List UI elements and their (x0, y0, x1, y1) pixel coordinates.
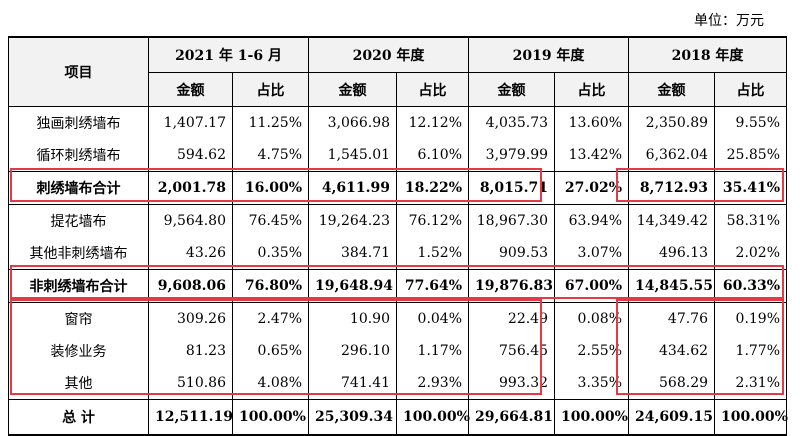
row-label: 窗帘 (8, 302, 149, 335)
amount-cell: 25,309.34 (308, 399, 398, 436)
ratio-cell: 0.04% (396, 302, 470, 335)
ratio-cell: 0.35% (231, 237, 310, 270)
table-row: 总 计 12,511.19 100.00% 25,309.34 100.00% 29,66… (8, 399, 788, 436)
header-row-columns: 金额 占比 金额 占比 金额 占比 金额 占比 (9, 72, 788, 107)
amount-cell: 4,035.73 (468, 106, 556, 139)
header-period: 2018 年度 (628, 36, 788, 73)
row-label: 其他非刺绣墙布 (8, 237, 149, 270)
header-item: 项目 (8, 36, 149, 107)
table-row: 其他非刺绣墙布 43.26 0.35% 384.71 1.52% 909.53 3.07% 4… (8, 237, 788, 270)
ratio-cell: 100.00% (714, 399, 788, 436)
header-ratio: 占比 (554, 72, 630, 107)
highlight-embroidery-subtotal (10, 168, 542, 202)
header-ratio: 占比 (231, 72, 310, 107)
row-label: 总 计 (8, 399, 149, 436)
header-period: 2019 年度 (468, 36, 630, 73)
row-label: 提花墙布 (8, 204, 149, 237)
header-ratio: 占比 (714, 72, 788, 107)
ratio-cell: 12.12% (396, 106, 470, 139)
amount-cell: 14,349.42 (628, 204, 716, 237)
header-period: 2020 年度 (308, 36, 470, 73)
row-label: 循环刺绣墙布 (8, 139, 149, 172)
amount-cell: 9,564.80 (148, 204, 233, 237)
amount-cell: 43.26 (148, 237, 233, 270)
ratio-cell: 76.12% (396, 204, 470, 237)
highlight-other-items-left (10, 299, 542, 395)
highlight-other-items-right (616, 299, 784, 395)
highlight-embroidery-subtotal-2018 (616, 168, 784, 202)
ratio-cell: 6.10% (396, 139, 470, 172)
amount-cell: 18,967.30 (468, 204, 556, 237)
ratio-cell: 2.02% (714, 237, 788, 270)
ratio-cell: 76.45% (231, 204, 310, 237)
amount-cell: 19,264.23 (308, 204, 398, 237)
amount-cell: 594.62 (148, 139, 233, 172)
header-period: 2021 年 1-6 月 (147, 36, 310, 73)
table-row: 提花墙布 9,564.80 76.45% 19,264.23 76.12% 18,967.… (8, 204, 788, 237)
ratio-cell: 100.00% (554, 399, 630, 436)
amount-cell: 3,979.99 (468, 139, 556, 172)
ratio-cell: 35.41% (714, 171, 788, 205)
ratio-cell: 63.94% (554, 204, 630, 237)
amount-cell: 6,362.04 (628, 139, 716, 172)
ratio-cell: 16.00% (231, 171, 310, 205)
row-label: 独画刺绣墙布 (8, 106, 149, 139)
amount-cell: 29,664.81 (468, 399, 556, 436)
ratio-cell: 1.17% (396, 335, 470, 367)
amount-cell: 12,511.19 (148, 399, 233, 436)
ratio-cell: 9.55% (714, 106, 788, 139)
amount-cell: 24,609.15 (628, 399, 716, 436)
ratio-cell: 3.07% (554, 237, 630, 270)
amount-cell: 384.71 (308, 237, 398, 270)
ratio-cell: 58.31% (714, 204, 788, 237)
amount-cell: 909.53 (468, 237, 556, 270)
amount-cell: 4,611.99 (308, 171, 398, 205)
amount-cell: 8,712.93 (628, 171, 716, 205)
amount-cell: 10.90 (308, 302, 398, 335)
ratio-cell: 18.22% (396, 171, 470, 205)
header-amount: 金额 (468, 72, 556, 107)
amount-cell: 2,350.89 (628, 106, 716, 139)
table-row: 独画刺绣墙布 1,407.17 11.25% 3,066.98 12.12% 4,035.… (8, 106, 788, 139)
ratio-cell: 1.77% (714, 335, 788, 367)
ratio-cell: 0.65% (231, 335, 310, 367)
ratio-cell: 2.47% (231, 302, 310, 335)
amount-cell: 434.62 (628, 335, 716, 367)
header-row-periods: 项目 2021 年 1-6 月 2020 年度 2019 年度 2018 年度 (8, 36, 788, 107)
row-label: 装修业务 (8, 335, 149, 367)
highlight-non-embroidery-subtotal (10, 265, 784, 299)
amount-cell: 296.10 (308, 335, 398, 367)
header-ratio: 占比 (396, 72, 470, 107)
ratio-cell: 0.19% (714, 302, 788, 335)
amount-cell: 81.23 (148, 335, 233, 367)
header-amount: 金额 (148, 72, 233, 107)
amount-cell: 3,066.98 (308, 106, 398, 139)
amount-cell: 47.76 (628, 302, 716, 335)
ratio-cell: 13.60% (554, 106, 630, 139)
header-amount: 金额 (628, 72, 716, 107)
amount-cell: 1,545.01 (308, 139, 398, 172)
ratio-cell: 1.52% (396, 237, 470, 270)
ratio-cell: 100.00% (396, 399, 470, 436)
header-amount: 金额 (308, 72, 398, 107)
amount-cell: 1,407.17 (148, 106, 233, 139)
unit-label: 单位：万元 (694, 13, 764, 29)
ratio-cell: 100.00% (231, 399, 310, 436)
ratio-cell: 4.75% (231, 139, 310, 172)
ratio-cell: 11.25% (231, 106, 310, 139)
table-row: 循环刺绣墙布 594.62 4.75% 1,545.01 6.10% 3,979.99 13… (8, 139, 788, 172)
amount-cell: 2,001.78 (148, 171, 233, 205)
ratio-cell: 25.85% (714, 139, 788, 172)
ratio-cell: 13.42% (554, 139, 630, 172)
